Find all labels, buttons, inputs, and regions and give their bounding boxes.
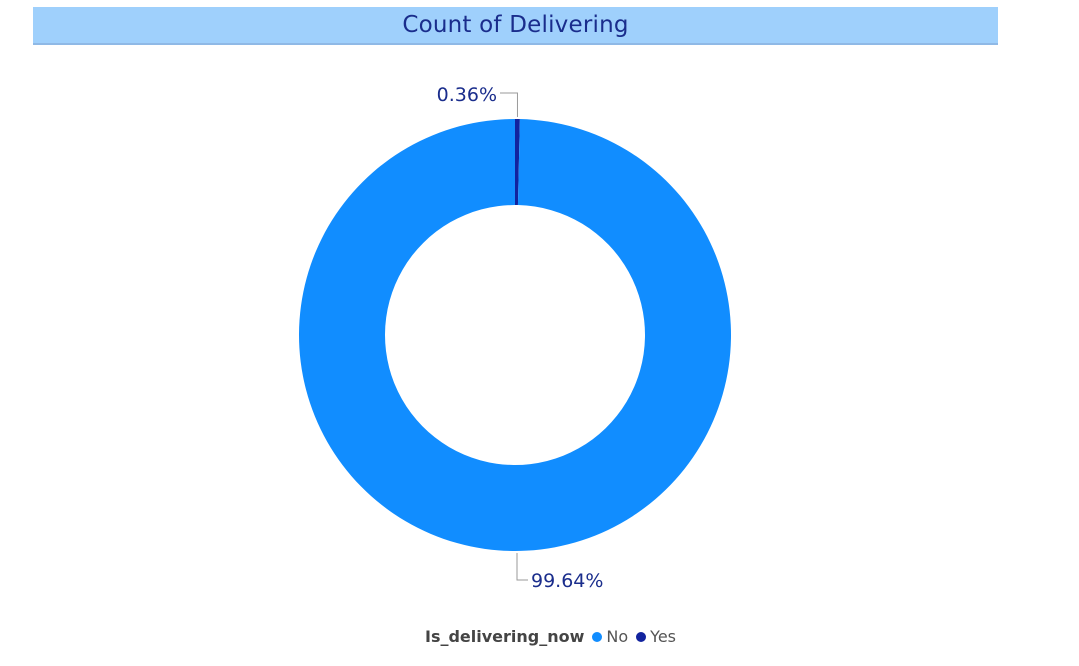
slice-no[interactable] bbox=[298, 119, 731, 551]
legend: Is_delivering_now No Yes bbox=[0, 627, 1079, 646]
legend-label-yes: Yes bbox=[650, 627, 676, 646]
data-label-yes: 0.36% bbox=[437, 84, 497, 106]
legend-title: Is_delivering_now bbox=[424, 627, 585, 646]
chart-title-bar: Count of Delivering bbox=[33, 7, 998, 45]
legend-item-no[interactable]: No bbox=[592, 627, 628, 646]
leader-line-yes bbox=[500, 92, 518, 118]
leader-line-no bbox=[516, 553, 528, 581]
legend-swatch-no bbox=[592, 631, 603, 642]
slice-yes[interactable] bbox=[515, 119, 520, 206]
donut-chart: 0.36% 99.64% bbox=[298, 84, 731, 592]
legend-label-no: No bbox=[606, 627, 629, 646]
chart-title: Count of Delivering bbox=[402, 12, 629, 38]
data-label-no: 99.64% bbox=[531, 570, 603, 592]
legend-item-yes[interactable]: Yes bbox=[636, 627, 676, 646]
legend-swatch-yes bbox=[636, 631, 647, 642]
